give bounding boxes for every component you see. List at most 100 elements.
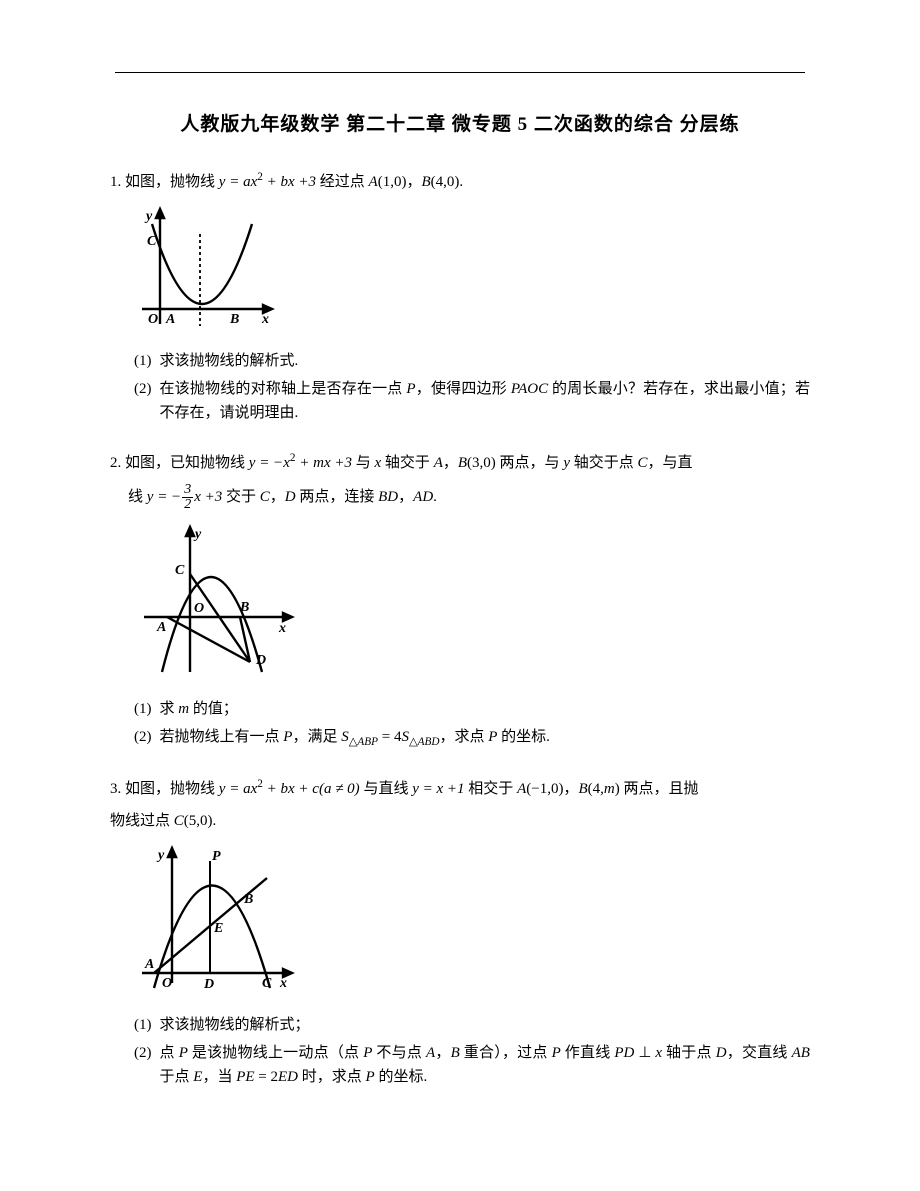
var-pe: PE bbox=[236, 1069, 254, 1085]
t: 的值； bbox=[189, 701, 238, 717]
sub-text: 求该抛物线的解析式. bbox=[160, 349, 811, 373]
t: 作直线 bbox=[561, 1045, 615, 1061]
var-p: P bbox=[552, 1045, 561, 1061]
stem-text: 如图，已知抛物线 bbox=[125, 455, 249, 471]
label-p: P bbox=[212, 849, 221, 864]
equation-3: y = ax2 + bx + c(a ≠ 0) bbox=[219, 781, 360, 797]
t: 交于 bbox=[222, 489, 260, 505]
var-c: C bbox=[174, 813, 184, 829]
axis-y-label: y bbox=[144, 209, 153, 224]
sub-3-2: (2) 点 P 是该抛物线上一动点（点 P 不与点 A，B 重合），过点 P 作… bbox=[134, 1041, 810, 1089]
problem-number: 3. bbox=[110, 781, 121, 797]
var-a: A bbox=[426, 1045, 435, 1061]
figure-3: y P B E A O D C x bbox=[132, 843, 810, 1003]
t: 求 bbox=[160, 701, 179, 717]
var-p: P bbox=[179, 1045, 188, 1061]
label-a: A bbox=[156, 620, 166, 635]
t: 点 bbox=[160, 1045, 179, 1061]
figure-1: y C O A B x bbox=[132, 204, 810, 339]
t: 若抛物线上有一点 bbox=[160, 729, 284, 745]
problem-2-stem: 2. 如图，已知抛物线 y = −x2 + mx +3 与 x 轴交于 A，B(… bbox=[110, 449, 810, 512]
var-b: B bbox=[458, 455, 467, 471]
t: 不与点 bbox=[372, 1045, 426, 1061]
var-m: m bbox=[178, 701, 189, 717]
header-rule bbox=[115, 72, 805, 73]
var-d: D bbox=[285, 489, 296, 505]
page-title: 人教版九年级数学 第二十二章 微专题 5 二次函数的综合 分层练 bbox=[110, 110, 810, 140]
label-d: D bbox=[255, 653, 266, 668]
var-bd: BD bbox=[378, 489, 398, 505]
label-o: O bbox=[194, 601, 204, 616]
var-b: B bbox=[578, 781, 587, 797]
t: ，当 bbox=[202, 1069, 236, 1085]
equation-1: y = ax2 + bx +3 bbox=[219, 174, 316, 190]
t: 与 bbox=[352, 455, 375, 471]
var-p: P bbox=[366, 1069, 375, 1085]
t: 轴交于 bbox=[381, 455, 434, 471]
problem-number: 2. bbox=[110, 455, 121, 471]
t: 的坐标. bbox=[375, 1069, 428, 1085]
t: ，交直线 bbox=[727, 1045, 792, 1061]
figure-2: y C O A B D x bbox=[132, 522, 810, 687]
fraction: 32 bbox=[182, 483, 193, 512]
problem-3-sublist: (1) 求该抛物线的解析式； (2) 点 P 是该抛物线上一动点（点 P 不与点… bbox=[134, 1013, 810, 1089]
problem-2: 2. 如图，已知抛物线 y = −x2 + mx +3 与 x 轴交于 A，B(… bbox=[110, 449, 810, 751]
t: ，满足 bbox=[292, 729, 341, 745]
var-c: C bbox=[260, 489, 270, 505]
perp: ⊥ bbox=[634, 1045, 655, 1061]
sub-text: 若抛物线上有一点 P，满足 S△ABP = 4S△ABD，求点 P 的坐标. bbox=[160, 725, 811, 751]
var-pd: PD bbox=[614, 1045, 634, 1061]
var-ed: ED bbox=[278, 1069, 298, 1085]
stem-line2: 线 y = −32x +3 交于 C，D 两点，连接 BD，AD. bbox=[128, 483, 810, 512]
sub-2-1: (1) 求 m 的值； bbox=[134, 697, 810, 721]
sub-number: (1) bbox=[134, 697, 152, 721]
label-b: B bbox=[243, 892, 253, 907]
sub-text: 在该抛物线的对称轴上是否存在一点 P，使得四边形 PAOC 的周长最小？若存在，… bbox=[160, 377, 811, 425]
label-c: C bbox=[262, 976, 272, 991]
label-e: E bbox=[213, 921, 223, 936]
var-a: A bbox=[517, 781, 526, 797]
eq: = 2 bbox=[255, 1069, 278, 1085]
frac-den: 2 bbox=[182, 498, 193, 512]
label-a: A bbox=[165, 312, 175, 327]
point-b: B bbox=[421, 174, 430, 190]
t: ，与直 bbox=[648, 455, 693, 471]
t: 线 bbox=[128, 489, 147, 505]
var-paoc: PAOC bbox=[511, 381, 548, 397]
label-b: B bbox=[239, 600, 249, 615]
var-b: B bbox=[451, 1045, 460, 1061]
label-b: B bbox=[229, 312, 239, 327]
sub-number: (2) bbox=[134, 725, 152, 751]
line-eq: y = − bbox=[147, 489, 181, 505]
equation-2: y = −x2 + mx +3 bbox=[249, 455, 352, 471]
sub-number: (2) bbox=[134, 1041, 152, 1089]
label-d: D bbox=[203, 977, 214, 992]
var-c: C bbox=[638, 455, 648, 471]
t: 物线过点 bbox=[110, 813, 174, 829]
label-c: C bbox=[175, 563, 185, 578]
stem-line2: 物线过点 C(5,0). bbox=[110, 809, 810, 833]
t: 轴交于点 bbox=[570, 455, 638, 471]
sub-text: 点 P 是该抛物线上一动点（点 P 不与点 A，B 重合），过点 P 作直线 P… bbox=[160, 1041, 811, 1089]
sub-text: 求该抛物线的解析式； bbox=[160, 1013, 811, 1037]
problem-3: 3. 如图，抛物线 y = ax2 + bx + c(a ≠ 0) 与直线 y … bbox=[110, 775, 810, 1089]
s-abd: S bbox=[401, 729, 409, 745]
sub-text: 求 m 的值； bbox=[160, 697, 811, 721]
t: 时，求点 bbox=[298, 1069, 366, 1085]
frac-num: 3 bbox=[182, 483, 193, 498]
line-eq-b: x +3 bbox=[194, 489, 222, 505]
t: 两点，与 bbox=[496, 455, 564, 471]
axis-x-label: x bbox=[279, 976, 287, 991]
label-o: O bbox=[162, 976, 172, 991]
var-ab: AB bbox=[792, 1045, 810, 1061]
var-y: y bbox=[563, 455, 570, 471]
eq: = 4 bbox=[378, 729, 401, 745]
points: A bbox=[369, 174, 378, 190]
sub-2-2: (2) 若抛物线上有一点 P，满足 S△ABP = 4S△ABD，求点 P 的坐… bbox=[134, 725, 810, 751]
label-o: O bbox=[148, 312, 158, 327]
problem-number: 1. bbox=[110, 174, 121, 190]
axis-y-label: y bbox=[156, 848, 165, 863]
t: 的坐标. bbox=[497, 729, 550, 745]
var-p: P bbox=[406, 381, 415, 397]
axis-x-label: x bbox=[278, 621, 286, 636]
